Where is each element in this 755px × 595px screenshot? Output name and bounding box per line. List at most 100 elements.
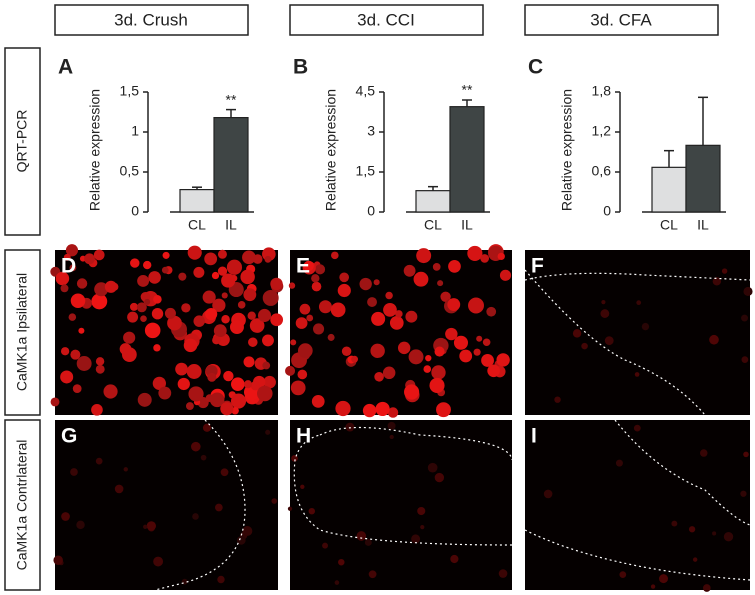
cell [188,386,204,402]
cell [498,569,508,578]
panel-letter: B [293,56,308,79]
cell [158,386,172,400]
cell [322,542,329,549]
cell [95,457,103,465]
cell [636,300,642,306]
cell [295,317,308,329]
row-labels: QRT-PCR CaMK1a Ipsilateral CaMK1a Contrl… [4,47,41,591]
cell [499,269,512,281]
cell [385,291,393,300]
cell [242,526,253,536]
cell [78,327,85,334]
panel-letter: F [531,255,544,278]
outline [154,419,246,591]
y-tick-label: 0,6 [592,163,612,179]
cell [221,314,230,324]
row-box [4,249,41,416]
cell [153,344,161,352]
cell [162,251,170,259]
cell [341,346,352,356]
cell [129,302,138,311]
cell [413,271,429,287]
cell [186,364,202,379]
cell [303,260,314,272]
micrograph [525,250,750,415]
y-tick-label: 4,5 [356,83,376,99]
cell [327,333,335,341]
cell [671,520,678,527]
cell [242,250,256,265]
column-header: 3d. CFA [590,10,652,29]
cell [148,271,161,284]
cell [431,365,446,380]
cell [193,315,205,327]
y-tick-label: 0,5 [120,163,140,179]
micrograph [290,250,512,415]
cell [308,507,316,515]
y-tick-label: 1,8 [592,83,612,99]
y-axis-label: Relative expression [87,89,103,211]
cell [330,302,346,318]
cell [429,377,445,393]
cell [434,346,445,357]
cell [91,293,108,310]
cell [153,295,162,304]
cell [164,307,176,319]
cell [76,520,85,530]
cell [367,297,377,307]
bar [651,166,687,213]
cell [123,467,128,472]
x-tick-label: IL [225,217,237,233]
y-tick-label: 0 [603,203,611,219]
cell [137,274,150,287]
cell [300,484,305,489]
cell [262,334,274,347]
cell [315,264,326,275]
cell [337,283,351,298]
cell [223,370,234,382]
panel-letter: A [58,56,73,79]
cell [581,342,588,350]
cell [334,580,340,585]
cell [404,384,420,400]
cell [257,385,273,402]
cell [432,262,441,271]
cell [55,271,70,286]
cell [65,244,79,257]
cell [741,314,749,322]
cell [236,535,246,545]
cell [151,308,164,320]
cell [600,309,610,318]
row-box [4,419,41,591]
cell [270,277,283,291]
cell [448,259,461,273]
outline [524,419,751,581]
cell [76,356,92,371]
cell [200,454,207,461]
cell [741,356,749,363]
row-label: CaMK1a Contrlateral [14,440,30,571]
cell [144,298,151,305]
cell [226,259,243,275]
cell [339,272,350,283]
cell [212,336,221,345]
cell [447,298,461,311]
cell [382,366,396,380]
cell [221,273,236,288]
cell [700,449,708,457]
outline [293,426,513,546]
cell [487,364,500,378]
cell [263,375,276,389]
cell [70,468,78,476]
panel-letter: G [61,425,77,448]
cell [50,397,60,407]
cell [205,307,218,321]
cell [69,264,77,272]
y-tick-label: 1 [131,123,139,139]
cell [417,506,426,516]
cell [243,288,257,302]
cell [311,281,322,292]
cell [183,338,198,353]
micrograph [55,420,278,590]
